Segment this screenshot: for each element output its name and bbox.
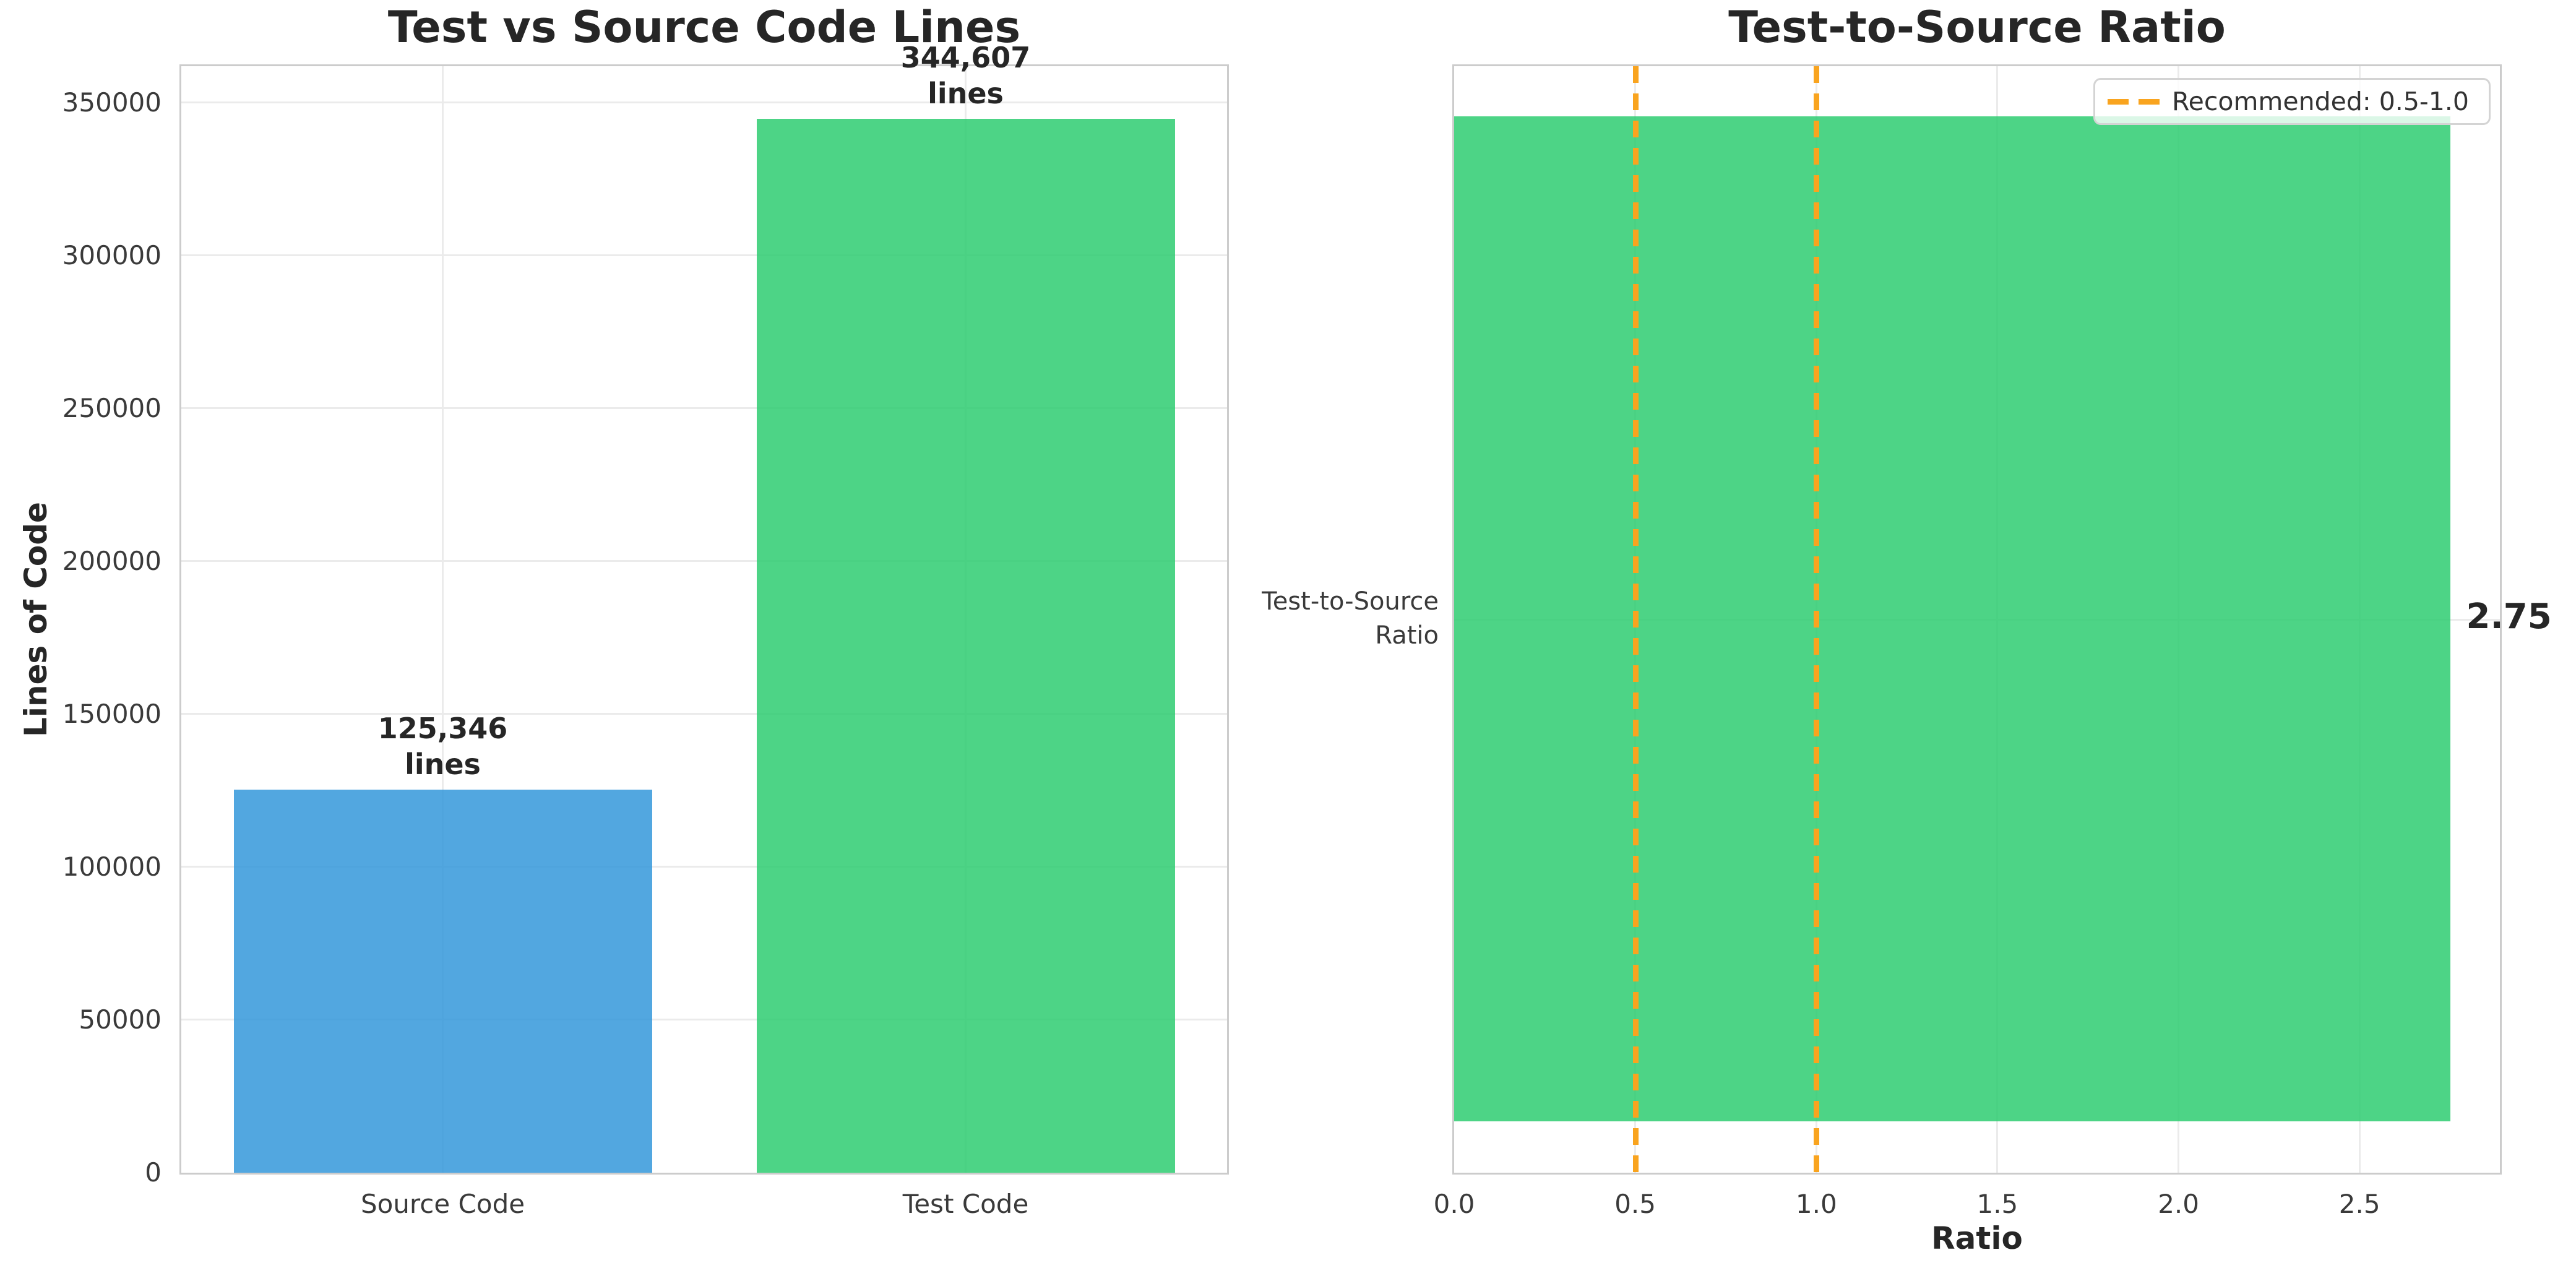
- gridline-h: [181, 560, 1227, 563]
- gridline-h: [181, 713, 1227, 715]
- gridline-h: [181, 101, 1227, 103]
- y-tick-label: 150000: [62, 698, 162, 729]
- dashed-line-icon: [2108, 98, 2160, 105]
- y-tick-label: 100000: [62, 851, 162, 882]
- legend: Recommended: 0.5-1.0: [2093, 78, 2491, 125]
- bar-test-code: [756, 119, 1175, 1173]
- x-tick-label: Source Code: [360, 1189, 525, 1219]
- gridline-v: [442, 66, 444, 1173]
- legend-label: Recommended: 0.5-1.0: [2172, 87, 2469, 116]
- x-tick-label: 2.0: [2158, 1189, 2199, 1219]
- y-axis-label: Lines of Code: [18, 502, 54, 737]
- gridline-h: [181, 1019, 1227, 1021]
- bar-source-code: [233, 789, 652, 1173]
- ref-line-1: [1814, 66, 1820, 1173]
- y-tick-label: Test-to-Source Ratio: [1262, 587, 1439, 650]
- x-tick-label: 0.0: [1433, 1189, 1475, 1219]
- right-chart-title: Test-to-Source Ratio: [1728, 2, 2226, 53]
- x-tick-label: Test Code: [902, 1189, 1029, 1219]
- ratio-value-label: 2.75: [2466, 597, 2552, 637]
- x-tick-label: 1.0: [1795, 1189, 1837, 1219]
- gridline-h: [181, 254, 1227, 257]
- y-tick-label: 350000: [62, 87, 162, 118]
- gridline-h: [181, 866, 1227, 868]
- y-tick-label: 50000: [79, 1004, 162, 1035]
- gridline-h: [181, 407, 1227, 410]
- y-tick-label: 300000: [62, 239, 162, 270]
- bar-value-label: 125,346 lines: [377, 711, 508, 781]
- bar-value-label: 344,607 lines: [900, 41, 1031, 111]
- bar-test-to-source-ratio: [1454, 116, 2450, 1121]
- x-tick-label: 2.5: [2338, 1189, 2380, 1219]
- y-tick-label: 250000: [62, 392, 162, 423]
- y-tick-label: 200000: [62, 545, 162, 576]
- x-tick-label: 1.5: [1976, 1189, 2018, 1219]
- ref-line-0.5: [1632, 66, 1639, 1173]
- x-tick-label: 0.5: [1614, 1189, 1656, 1219]
- left-chart-title: Test vs Source Code Lines: [387, 2, 1021, 53]
- x-axis-label: Ratio: [1931, 1220, 2023, 1256]
- y-tick-label: 0: [145, 1157, 162, 1188]
